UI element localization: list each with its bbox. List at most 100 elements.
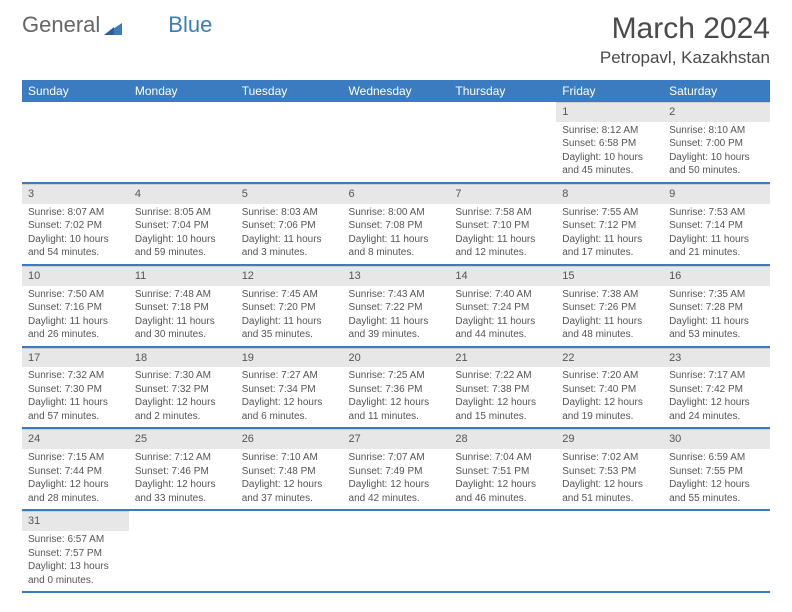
day-details: Sunrise: 8:12 AMSunset: 6:58 PMDaylight:…	[556, 122, 663, 182]
daylight-text: Daylight: 11 hours and 44 minutes.	[455, 315, 550, 342]
weekday-header: Monday	[129, 80, 236, 102]
daylight-text: Daylight: 11 hours and 30 minutes.	[135, 315, 230, 342]
sunrise-text: Sunrise: 7:50 AM	[28, 288, 123, 302]
sunrise-text: Sunrise: 8:07 AM	[28, 206, 123, 220]
sunrise-text: Sunrise: 7:10 AM	[242, 451, 337, 465]
sunset-text: Sunset: 7:14 PM	[669, 219, 764, 233]
daylight-text: Daylight: 11 hours and 12 minutes.	[455, 233, 550, 260]
calendar-day-cell: 23Sunrise: 7:17 AMSunset: 7:42 PMDayligh…	[663, 347, 770, 429]
day-details: Sunrise: 7:50 AMSunset: 7:16 PMDaylight:…	[22, 286, 129, 346]
daylight-text: Daylight: 12 hours and 28 minutes.	[28, 478, 123, 505]
sunset-text: Sunset: 7:46 PM	[135, 465, 230, 479]
calendar-day-cell: 15Sunrise: 7:38 AMSunset: 7:26 PMDayligh…	[556, 265, 663, 347]
calendar-day-cell: 14Sunrise: 7:40 AMSunset: 7:24 PMDayligh…	[449, 265, 556, 347]
day-details: Sunrise: 7:40 AMSunset: 7:24 PMDaylight:…	[449, 286, 556, 346]
daylight-text: Daylight: 10 hours and 59 minutes.	[135, 233, 230, 260]
weekday-header: Sunday	[22, 80, 129, 102]
day-details: Sunrise: 7:35 AMSunset: 7:28 PMDaylight:…	[663, 286, 770, 346]
calendar-day-cell: 22Sunrise: 7:20 AMSunset: 7:40 PMDayligh…	[556, 347, 663, 429]
day-number: 26	[236, 429, 343, 449]
calendar-empty-cell	[449, 510, 556, 592]
day-number: 30	[663, 429, 770, 449]
sunset-text: Sunset: 7:36 PM	[349, 383, 444, 397]
sunset-text: Sunset: 7:24 PM	[455, 301, 550, 315]
sunset-text: Sunset: 7:30 PM	[28, 383, 123, 397]
calendar-day-cell: 31Sunrise: 6:57 AMSunset: 7:57 PMDayligh…	[22, 510, 129, 592]
day-details: Sunrise: 7:17 AMSunset: 7:42 PMDaylight:…	[663, 367, 770, 427]
sunrise-text: Sunrise: 7:38 AM	[562, 288, 657, 302]
calendar-day-cell: 26Sunrise: 7:10 AMSunset: 7:48 PMDayligh…	[236, 428, 343, 510]
calendar-day-cell: 28Sunrise: 7:04 AMSunset: 7:51 PMDayligh…	[449, 428, 556, 510]
header: General Blue March 2024 Petropavl, Kazak…	[22, 12, 770, 72]
sunrise-text: Sunrise: 7:17 AM	[669, 369, 764, 383]
day-details: Sunrise: 7:55 AMSunset: 7:12 PMDaylight:…	[556, 204, 663, 264]
calendar-day-cell: 30Sunrise: 6:59 AMSunset: 7:55 PMDayligh…	[663, 428, 770, 510]
calendar-day-cell: 18Sunrise: 7:30 AMSunset: 7:32 PMDayligh…	[129, 347, 236, 429]
day-details: Sunrise: 7:32 AMSunset: 7:30 PMDaylight:…	[22, 367, 129, 427]
day-number: 29	[556, 429, 663, 449]
daylight-text: Daylight: 12 hours and 6 minutes.	[242, 396, 337, 423]
daylight-text: Daylight: 12 hours and 19 minutes.	[562, 396, 657, 423]
daylight-text: Daylight: 11 hours and 21 minutes.	[669, 233, 764, 260]
sunrise-text: Sunrise: 7:04 AM	[455, 451, 550, 465]
sunrise-text: Sunrise: 7:22 AM	[455, 369, 550, 383]
day-details: Sunrise: 8:00 AMSunset: 7:08 PMDaylight:…	[343, 204, 450, 264]
sunrise-text: Sunrise: 8:10 AM	[669, 124, 764, 138]
day-number: 14	[449, 266, 556, 286]
day-number: 13	[343, 266, 450, 286]
calendar-empty-cell	[236, 510, 343, 592]
calendar-week-row: 3Sunrise: 8:07 AMSunset: 7:02 PMDaylight…	[22, 183, 770, 265]
day-number: 25	[129, 429, 236, 449]
weekday-header-row: SundayMondayTuesdayWednesdayThursdayFrid…	[22, 80, 770, 102]
sunrise-text: Sunrise: 7:32 AM	[28, 369, 123, 383]
day-details: Sunrise: 7:30 AMSunset: 7:32 PMDaylight:…	[129, 367, 236, 427]
sunset-text: Sunset: 7:40 PM	[562, 383, 657, 397]
daylight-text: Daylight: 11 hours and 3 minutes.	[242, 233, 337, 260]
calendar-day-cell: 16Sunrise: 7:35 AMSunset: 7:28 PMDayligh…	[663, 265, 770, 347]
sunrise-text: Sunrise: 7:40 AM	[455, 288, 550, 302]
sunset-text: Sunset: 7:20 PM	[242, 301, 337, 315]
sunrise-text: Sunrise: 7:02 AM	[562, 451, 657, 465]
sunset-text: Sunset: 7:04 PM	[135, 219, 230, 233]
daylight-text: Daylight: 11 hours and 48 minutes.	[562, 315, 657, 342]
calendar-day-cell: 1Sunrise: 8:12 AMSunset: 6:58 PMDaylight…	[556, 102, 663, 183]
calendar-day-cell: 13Sunrise: 7:43 AMSunset: 7:22 PMDayligh…	[343, 265, 450, 347]
day-details: Sunrise: 7:38 AMSunset: 7:26 PMDaylight:…	[556, 286, 663, 346]
calendar-empty-cell	[556, 510, 663, 592]
calendar-empty-cell	[236, 102, 343, 183]
calendar-week-row: 1Sunrise: 8:12 AMSunset: 6:58 PMDaylight…	[22, 102, 770, 183]
daylight-text: Daylight: 11 hours and 17 minutes.	[562, 233, 657, 260]
day-number: 5	[236, 184, 343, 204]
sunset-text: Sunset: 7:57 PM	[28, 547, 123, 561]
brand-part2: Blue	[168, 12, 212, 38]
day-number: 11	[129, 266, 236, 286]
day-number: 17	[22, 348, 129, 368]
day-number: 1	[556, 102, 663, 122]
day-number: 27	[343, 429, 450, 449]
sunrise-text: Sunrise: 7:07 AM	[349, 451, 444, 465]
sunrise-text: Sunrise: 7:43 AM	[349, 288, 444, 302]
daylight-text: Daylight: 11 hours and 39 minutes.	[349, 315, 444, 342]
weekday-header: Tuesday	[236, 80, 343, 102]
day-number: 28	[449, 429, 556, 449]
sunset-text: Sunset: 7:49 PM	[349, 465, 444, 479]
calendar-empty-cell	[343, 510, 450, 592]
daylight-text: Daylight: 12 hours and 51 minutes.	[562, 478, 657, 505]
daylight-text: Daylight: 12 hours and 37 minutes.	[242, 478, 337, 505]
sunset-text: Sunset: 7:10 PM	[455, 219, 550, 233]
calendar-day-cell: 27Sunrise: 7:07 AMSunset: 7:49 PMDayligh…	[343, 428, 450, 510]
calendar-day-cell: 2Sunrise: 8:10 AMSunset: 7:00 PMDaylight…	[663, 102, 770, 183]
sunrise-text: Sunrise: 6:59 AM	[669, 451, 764, 465]
daylight-text: Daylight: 12 hours and 15 minutes.	[455, 396, 550, 423]
calendar-day-cell: 20Sunrise: 7:25 AMSunset: 7:36 PMDayligh…	[343, 347, 450, 429]
calendar-day-cell: 11Sunrise: 7:48 AMSunset: 7:18 PMDayligh…	[129, 265, 236, 347]
sunset-text: Sunset: 7:55 PM	[669, 465, 764, 479]
daylight-text: Daylight: 12 hours and 2 minutes.	[135, 396, 230, 423]
sunset-text: Sunset: 7:34 PM	[242, 383, 337, 397]
day-number: 20	[343, 348, 450, 368]
sunset-text: Sunset: 7:38 PM	[455, 383, 550, 397]
weekday-header: Thursday	[449, 80, 556, 102]
sunset-text: Sunset: 7:12 PM	[562, 219, 657, 233]
day-number: 22	[556, 348, 663, 368]
calendar-day-cell: 24Sunrise: 7:15 AMSunset: 7:44 PMDayligh…	[22, 428, 129, 510]
